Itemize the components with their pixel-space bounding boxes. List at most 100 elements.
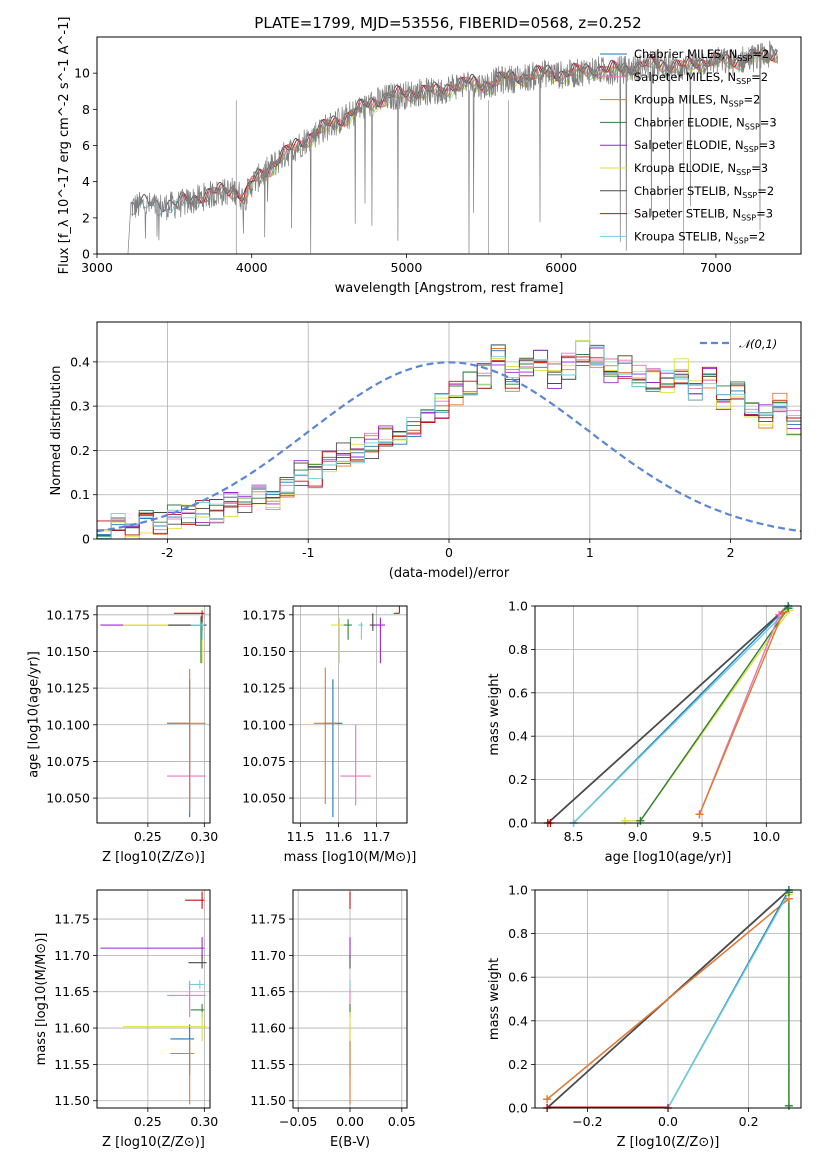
y-tick-label: 0.2 bbox=[508, 772, 528, 787]
y-axis-label: mass weight bbox=[487, 673, 502, 755]
plot-area bbox=[293, 890, 407, 1108]
y-tick-label: 6 bbox=[82, 138, 90, 153]
x-tick-label: −0.2 bbox=[572, 1114, 602, 1129]
legend-label: Kroupa MILES, NSSP=2 bbox=[634, 93, 760, 109]
errorbar-chabrier_stelib bbox=[369, 613, 376, 631]
mass-weight-line-kroupa_miles bbox=[698, 612, 784, 815]
errorbar-kroupa_elodie bbox=[122, 619, 207, 664]
y-axis-label: mass weight bbox=[487, 958, 502, 1040]
mass-weight-point bbox=[543, 1095, 552, 1104]
legend-label: Chabrier MILES, NSSP=2 bbox=[634, 47, 769, 63]
plot-area bbox=[293, 606, 407, 823]
y-tick-label: 0.6 bbox=[508, 685, 528, 700]
y-tick-label: 11.50 bbox=[250, 1093, 286, 1108]
legend-label: Salpeter ELODIE, NSSP=3 bbox=[634, 138, 776, 154]
y-tick-label: 11.70 bbox=[54, 948, 90, 963]
errorbar-chabrier_elodie bbox=[342, 619, 352, 640]
y-tick-label: 0.4 bbox=[508, 729, 528, 744]
errorbar-kroupa_miles bbox=[313, 667, 337, 804]
legend-value: =3 bbox=[759, 138, 776, 152]
errorbar-salpeter_elodie bbox=[373, 617, 385, 664]
legend-value: =2 bbox=[749, 229, 766, 243]
y-tick-label: 0 bbox=[82, 247, 90, 262]
y-tick-label: 0.1 bbox=[70, 487, 90, 502]
errorbar-kroupa_stelib bbox=[190, 622, 205, 640]
y-tick-label: 1.0 bbox=[508, 599, 528, 614]
panel-mass_weight_vs_age: 8.5 9.0 9.5 10.0 0.0 0.2 0.4 0.6 0.8 1.0 age [log1… bbox=[487, 599, 802, 865]
x-tick-label: 6000 bbox=[545, 260, 577, 275]
y-tick-label: 11.75 bbox=[54, 912, 90, 927]
y-tick-label: 10.050 bbox=[46, 791, 90, 806]
mass-weight-line-chabrier_stelib bbox=[547, 606, 789, 823]
x-axis-label: wavelength [Angstrom, rest frame] bbox=[335, 281, 564, 296]
plot-area bbox=[97, 890, 210, 1108]
y-tick-label: 4 bbox=[82, 174, 90, 189]
y-tick-label: 2 bbox=[82, 210, 90, 225]
errorbar-salpeter_stelib bbox=[173, 610, 205, 620]
y-tick-label: 10.150 bbox=[242, 644, 286, 659]
y-tick-label: 10.100 bbox=[242, 717, 286, 732]
legend-subscript: SSP bbox=[736, 77, 751, 86]
x-tick-label: -2 bbox=[161, 545, 173, 560]
axes-frame bbox=[292, 889, 408, 1109]
x-tick-label: 3000 bbox=[81, 260, 113, 275]
mass-weight-line-kroupa_miles bbox=[546, 898, 790, 1100]
axes-frame bbox=[96, 321, 802, 540]
axes-frame bbox=[534, 605, 802, 824]
x-tick-label: 1 bbox=[586, 545, 594, 560]
legend-subscript: SSP bbox=[737, 54, 752, 63]
axes-frame bbox=[292, 605, 408, 824]
y-tick-label: 10.150 bbox=[46, 644, 90, 659]
plot-area bbox=[97, 606, 210, 823]
y-tick-label: 10.075 bbox=[242, 754, 286, 769]
x-axis-label: Z [log10(Z/Z⊙)] bbox=[617, 1135, 720, 1150]
x-tick-label: 4000 bbox=[236, 260, 268, 275]
y-tick-label: 8 bbox=[82, 102, 90, 117]
x-tick-label: 11.7 bbox=[363, 829, 391, 844]
mass-weight-line-chabrier_elodie bbox=[639, 607, 789, 822]
x-tick-label: 0.25 bbox=[134, 829, 162, 844]
y-tick-label: 0.4 bbox=[508, 1013, 528, 1028]
legend-value: =2 bbox=[744, 93, 761, 107]
panel-mass_weight_vs_Z: −0.2 0.0 0.2 0.0 0.2 0.4 0.6 0.8 1.0 Z [log10(Z/Z… bbox=[487, 883, 802, 1150]
mass-weight-point bbox=[784, 1101, 793, 1110]
y-tick-label: 11.55 bbox=[54, 1057, 90, 1072]
y-tick-label: 0.8 bbox=[508, 642, 528, 657]
y-axis-label: Normed distribution bbox=[49, 366, 64, 496]
plot-area bbox=[127, 40, 779, 254]
y-tick-label: 0.8 bbox=[508, 926, 528, 941]
panel-residuals: -2 -1 0 1 2 0 0.1 0.2 0.3 0.4 (data-model)/error No… bbox=[49, 321, 802, 581]
legend-value: =2 bbox=[752, 47, 769, 61]
plot-area bbox=[535, 890, 801, 1108]
y-axis-label: age [log10(age/yr)] bbox=[26, 651, 41, 778]
legend-subscript: SSP bbox=[729, 100, 744, 109]
errorbar-chabrier_elodie bbox=[167, 616, 206, 664]
errorbar-kroupa_stelib bbox=[188, 980, 205, 989]
x-tick-label: 11.5 bbox=[287, 829, 315, 844]
errorbar-kroupa_miles bbox=[170, 1038, 195, 1105]
axes-frame bbox=[534, 889, 802, 1109]
x-tick-label: 0.00 bbox=[336, 1114, 364, 1129]
x-tick-label: 0.05 bbox=[388, 1114, 416, 1129]
x-tick-label: 11.6 bbox=[325, 829, 353, 844]
legend-subscript: SSP bbox=[734, 236, 749, 245]
y-tick-label: 11.60 bbox=[54, 1021, 90, 1036]
errorbar-salpeter_miles bbox=[167, 724, 206, 806]
x-tick-label: 0.30 bbox=[190, 829, 218, 844]
legend-value: =3 bbox=[751, 161, 768, 175]
x-tick-label: 5000 bbox=[391, 260, 423, 275]
errorbar-chabrier_stelib bbox=[188, 955, 207, 969]
mass-weight-line-kroupa_stelib bbox=[667, 891, 790, 1108]
mass-weight-line-kroupa_stelib bbox=[573, 607, 790, 823]
x-tick-label: 0.30 bbox=[190, 1114, 218, 1129]
y-tick-label: 11.75 bbox=[250, 912, 286, 927]
y-tick-label: 0.6 bbox=[508, 970, 528, 985]
y-tick-label: 11.70 bbox=[250, 948, 286, 963]
legend-subscript: SSP bbox=[736, 168, 751, 177]
legend-value: =2 bbox=[751, 70, 768, 84]
x-tick-label: -1 bbox=[302, 545, 314, 560]
y-tick-label: 11.55 bbox=[250, 1057, 286, 1072]
x-tick-label: 9.5 bbox=[692, 829, 712, 844]
y-tick-label: 10.100 bbox=[46, 717, 90, 732]
x-tick-label: 0.0 bbox=[658, 1114, 678, 1129]
